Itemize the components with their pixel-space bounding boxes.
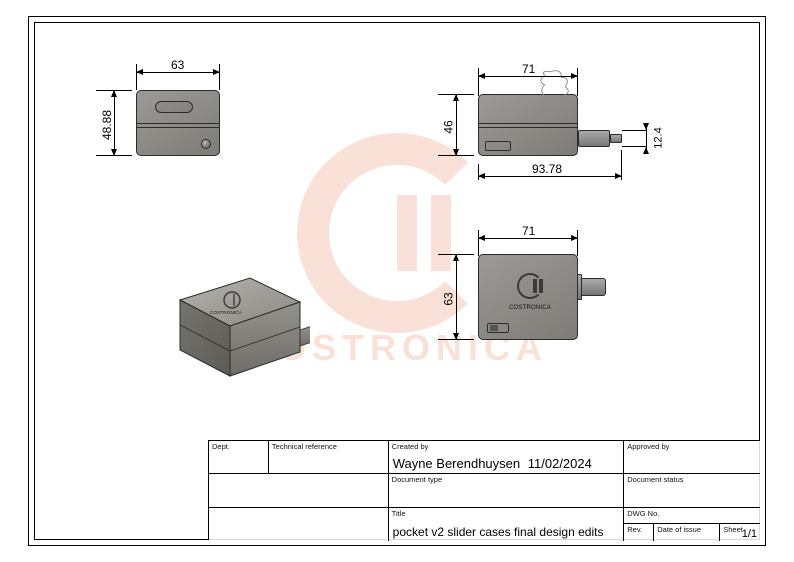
dim-side-width: 71 <box>478 62 578 88</box>
tb-created-date: 11/02/2024 <box>528 456 592 471</box>
side-view-body <box>478 94 578 156</box>
tb-dept-h: Dept. <box>212 442 265 451</box>
tb-title-h: Title <box>392 509 621 518</box>
dim-connector-h: 12.4 <box>636 130 676 147</box>
side-connector-tip <box>610 134 622 143</box>
front-view <box>136 90 220 156</box>
top-connector <box>578 278 606 296</box>
tb-approvedby-h: Approved by <box>627 442 757 451</box>
title-block: Dept. Technical reference Created by Way… <box>208 440 760 540</box>
iso-brand-label: COSTRONICA <box>210 310 242 315</box>
dim-front-width: 63 <box>136 60 220 84</box>
tb-sheet: 1/1 <box>742 528 757 540</box>
dim-top-width: 71 <box>478 224 578 250</box>
tb-created-by: Wayne Berendhuysen <box>393 456 520 471</box>
tb-doctype-h: Document type <box>392 475 621 484</box>
tb-createdby-h: Created by <box>392 442 621 451</box>
tb-sheet-h: Sheet <box>723 525 743 534</box>
dim-top-depth: 63 <box>442 254 474 340</box>
side-connector <box>578 130 610 147</box>
tb-dwgno-h: DWG No. <box>627 509 659 518</box>
top-brand-label: COSTRONICA <box>509 305 551 311</box>
tb-title: pocket v2 slider cases final design edit… <box>393 525 622 539</box>
dim-front-height: 48.88 <box>100 90 132 156</box>
tb-techref-h: Technical reference <box>272 442 385 451</box>
dim-side-height: 46 <box>442 94 474 156</box>
dim-side-total: 93.78 <box>478 164 622 188</box>
tb-docstatus-h: Document status <box>627 475 757 484</box>
tb-rev-h: Rev. <box>627 525 642 534</box>
top-view: COSTRONICA <box>478 254 578 340</box>
iso-view: COSTRONICA <box>150 260 310 390</box>
tb-dateissue-h: Date of issue <box>657 525 701 534</box>
